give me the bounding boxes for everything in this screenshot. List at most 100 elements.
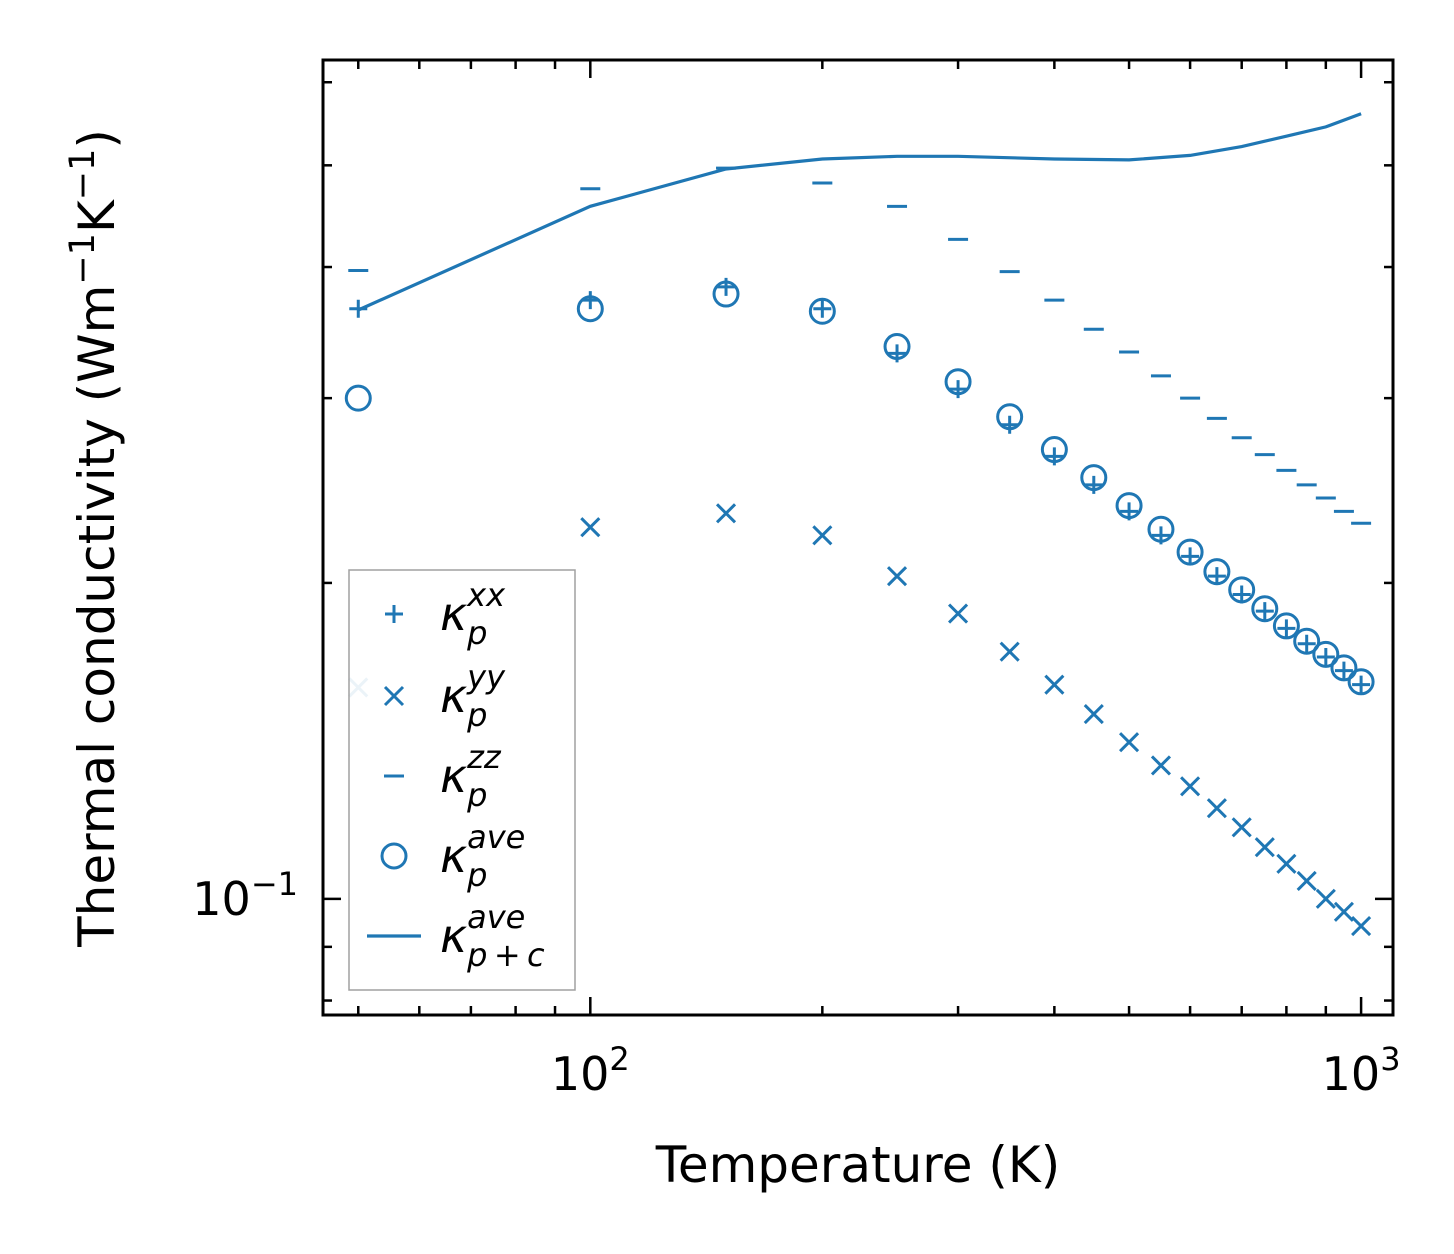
x-tick-label-base: 10 (1322, 1047, 1381, 1101)
legend-label-sub: p (466, 856, 487, 894)
data-point-yy (1150, 755, 1172, 776)
legend-label-zz: κzz p (440, 738, 502, 814)
legend-entry-zz: κzz p (384, 738, 502, 814)
y-axis-label-close: ) (68, 129, 126, 149)
data-point-ave (1040, 436, 1068, 464)
y-tick-label-exp: −1 (251, 865, 298, 903)
legend-label-symbol: κ (440, 749, 467, 803)
legend-label-xx: κxx p (440, 576, 506, 652)
x-tick-label: 102 (551, 1040, 630, 1101)
legend-swatch-yy (383, 685, 405, 707)
legend-label-yy: κyy p (440, 658, 506, 734)
y-tick-labels: 10−1 (192, 865, 298, 926)
data-point-xx (1207, 567, 1226, 586)
data-point-xx (1255, 602, 1274, 621)
data-point-ave (344, 384, 372, 412)
x-tick-label-exp: 3 (1380, 1040, 1400, 1078)
data-point-ave (1080, 464, 1108, 492)
data-point-yy (1206, 798, 1227, 819)
data-point-ave (1228, 576, 1256, 604)
series-zz (348, 166, 1372, 525)
major-ticks (323, 60, 1393, 1015)
data-point-xx (1352, 675, 1371, 694)
legend-label-sup: xx (466, 576, 506, 614)
series-ave (344, 280, 1375, 696)
data-point-yy (580, 517, 601, 538)
y-axis-label-base: Thermal conductivity (Wm (68, 285, 126, 948)
data-point-xx (1297, 634, 1316, 653)
data-point-ave (576, 295, 604, 323)
legend-label-symbol: κ (440, 587, 467, 641)
legend-label-sup: yy (466, 658, 506, 696)
plot-series (344, 112, 1375, 937)
legend-label-sub: p + c (466, 936, 545, 974)
data-point-ave (996, 403, 1024, 431)
legend-swatch-xx (385, 605, 403, 623)
legend-label-sup: ave (467, 898, 525, 936)
data-point-xx (1000, 415, 1019, 434)
legend-label-sup: ave (467, 818, 525, 856)
data-point-ave (1115, 492, 1143, 520)
legend-entry-yy: κyy p (383, 658, 506, 734)
legend-entry-xx: κxx p (385, 576, 506, 652)
data-point-ave (883, 332, 911, 360)
data-point-ave (1203, 558, 1231, 586)
x-tick-label-exp: 2 (609, 1040, 629, 1078)
data-point-yy (999, 641, 1020, 662)
data-point-yy (715, 503, 737, 524)
plot-frame (321, 58, 1395, 1017)
legend-label-sub: p (466, 776, 487, 814)
data-point-ave (808, 297, 836, 325)
series-ave_pc (357, 112, 1362, 312)
y-tick-label: 10−1 (192, 865, 298, 926)
data-point-yy (1083, 703, 1104, 725)
data-point-yy (812, 525, 833, 546)
data-point-yy (1254, 837, 1275, 858)
legend-box (348, 569, 576, 991)
legend-label-ave: κave p (440, 818, 525, 894)
data-point-yy (1333, 901, 1354, 922)
data-point-xx (1334, 661, 1353, 680)
legend-label-symbol: κ (440, 909, 467, 963)
y-axis-label-exp1: −1 (63, 233, 103, 285)
x-tick-labels: 102 103 (551, 1040, 1401, 1101)
data-point-yy (1118, 732, 1140, 753)
data-point-xx (1316, 647, 1335, 666)
data-point-yy (1296, 870, 1317, 892)
y-axis-label: Thermal conductivity (Wm−1K−1) (63, 129, 126, 948)
legend-entry-ave: κave p (380, 818, 525, 894)
data-point-ave (1272, 612, 1300, 640)
legend-swatch-ave (380, 842, 408, 870)
legend-label-sup: zz (466, 738, 502, 776)
legend-label-sub: p (466, 614, 487, 652)
y-axis-label-exp2: −1 (63, 149, 103, 201)
legend-label-sub: p (466, 696, 487, 734)
x-tick-label: 103 (1322, 1040, 1401, 1101)
data-point-ave (1293, 627, 1321, 655)
data-point-yy (1044, 674, 1065, 695)
data-point-ave (1176, 538, 1204, 566)
data-point-yy (948, 603, 969, 624)
data-point-yy (886, 566, 908, 587)
data-point-yy (1276, 853, 1297, 874)
data-point-ave (1347, 668, 1375, 696)
data-point-ave (1330, 654, 1358, 682)
data-point-ave (1147, 515, 1175, 543)
y-tick-label-base: 10 (192, 872, 251, 926)
data-point-ave (1312, 640, 1340, 668)
data-point-ave (712, 280, 740, 308)
x-tick-label-base: 10 (551, 1047, 610, 1101)
data-point-ave (1251, 595, 1279, 623)
data-point-ave (944, 368, 972, 396)
data-point-xx (1277, 619, 1296, 638)
legend-entry-ave_pc: κave p + c (367, 898, 545, 974)
data-point-xx (1181, 547, 1200, 566)
legend-label-symbol: κ (440, 669, 467, 723)
data-point-yy (1315, 888, 1336, 909)
data-point-yy (1180, 776, 1201, 797)
x-axis-label: Temperature (K) (655, 1136, 1060, 1194)
legend-label-ave_pc: κave p + c (440, 898, 545, 974)
data-point-yy (1351, 916, 1372, 937)
